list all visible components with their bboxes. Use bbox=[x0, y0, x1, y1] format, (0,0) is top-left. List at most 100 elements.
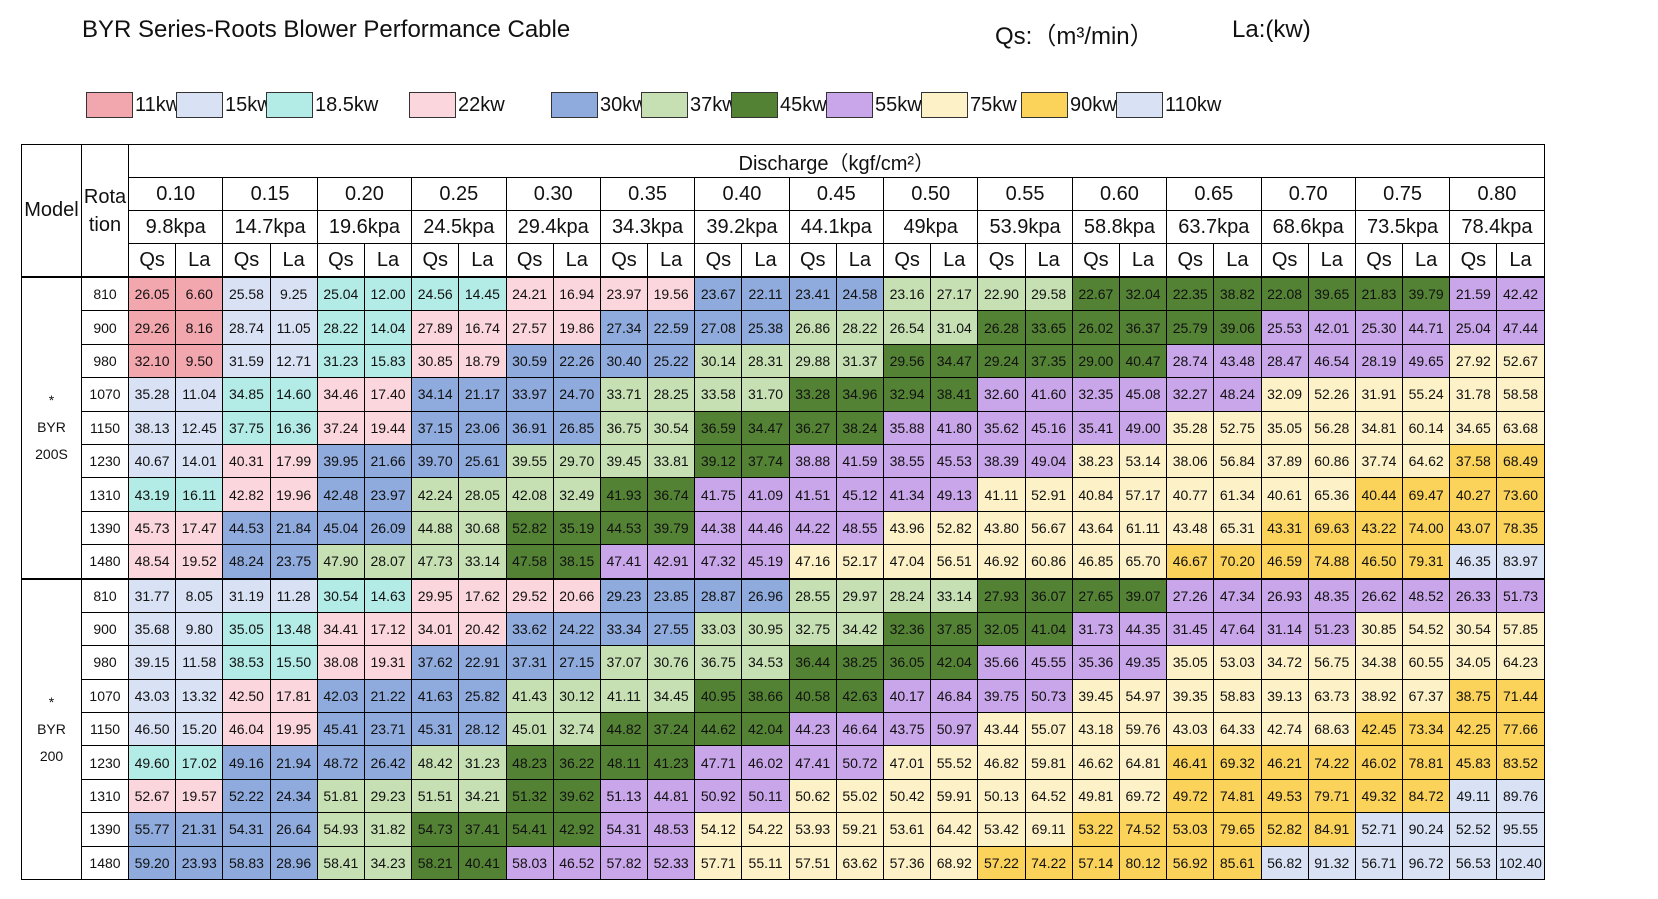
qs-cell: 32.09 bbox=[1260, 377, 1309, 412]
la-cell: 43.48 bbox=[1213, 343, 1262, 379]
qs-cell: 58.83 bbox=[222, 845, 271, 881]
la-cell: 54.52 bbox=[1402, 611, 1451, 647]
qs-cell: 37.75 bbox=[222, 410, 271, 445]
qs-cell: 43.31 bbox=[1260, 510, 1309, 546]
la-cell: 17.47 bbox=[175, 510, 224, 546]
la-cell: 26.85 bbox=[552, 410, 601, 445]
qs-cell: 39.70 bbox=[411, 443, 460, 479]
la-cell: 22.26 bbox=[552, 343, 601, 379]
qs-cell: 43.96 bbox=[882, 510, 932, 546]
qs-cell: 29.88 bbox=[788, 343, 837, 379]
qs-cell: 41.43 bbox=[505, 678, 554, 714]
la-cell: 50.11 bbox=[741, 778, 790, 814]
model-name: * BYR 200 bbox=[21, 577, 82, 881]
qs-col-header: Qs bbox=[882, 243, 932, 278]
la-cell: 29.23 bbox=[363, 778, 413, 814]
qs-cell: 35.66 bbox=[977, 645, 1026, 680]
la-cell: 25.61 bbox=[458, 443, 507, 479]
qs-col-header: Qs bbox=[694, 243, 743, 278]
la-cell: 45.08 bbox=[1118, 377, 1168, 412]
la-cell: 74.52 bbox=[1118, 812, 1168, 847]
qs-cell: 37.74 bbox=[1354, 443, 1404, 479]
qs-cell: 58.21 bbox=[411, 845, 460, 881]
pressure-kgf: 0.60 bbox=[1071, 177, 1168, 211]
qs-col-header: Qs bbox=[1354, 243, 1404, 278]
qs-cell: 40.44 bbox=[1354, 477, 1404, 512]
la-col-header: La bbox=[741, 243, 790, 278]
la-cell: 41.60 bbox=[1024, 377, 1073, 412]
qs-col-header: Qs bbox=[1260, 243, 1309, 278]
qs-cell: 40.95 bbox=[694, 678, 743, 714]
qs-col-header: Qs bbox=[505, 243, 554, 278]
la-cell: 69.32 bbox=[1213, 745, 1262, 780]
la-cell: 40.41 bbox=[458, 845, 507, 881]
qs-units-label: Qs:（m³/min） bbox=[995, 23, 1154, 50]
table-row: 900 29.26 8.16 28.74 11.05 28.22 14.04 27.89 16.… bbox=[22, 310, 1545, 345]
qs-cell: 49.32 bbox=[1354, 778, 1404, 814]
la-cell: 84.72 bbox=[1402, 778, 1451, 814]
qs-cell: 48.24 bbox=[222, 544, 271, 580]
qs-cell: 28.74 bbox=[222, 310, 271, 345]
qs-cell: 30.40 bbox=[599, 343, 649, 379]
qs-cell: 25.58 bbox=[222, 276, 271, 312]
la-cell: 14.45 bbox=[458, 276, 507, 312]
la-cell: 33.81 bbox=[647, 443, 696, 479]
la-cell: 34.47 bbox=[741, 410, 790, 445]
la-col-header: La bbox=[1213, 243, 1262, 278]
qs-cell: 54.12 bbox=[694, 812, 743, 847]
qs-cell: 57.82 bbox=[599, 845, 649, 881]
la-cell: 68.49 bbox=[1496, 443, 1545, 479]
legend-swatch bbox=[409, 92, 456, 118]
la-cell: 22.11 bbox=[741, 276, 790, 312]
qs-cell: 45.41 bbox=[316, 712, 365, 747]
la-cell: 60.55 bbox=[1402, 645, 1451, 680]
qs-cell: 46.50 bbox=[127, 712, 177, 747]
rotation-speed: 1150 bbox=[81, 410, 129, 445]
qs-cell: 41.11 bbox=[599, 678, 649, 714]
qs-cell: 46.41 bbox=[1166, 745, 1215, 780]
la-cell: 32.04 bbox=[1118, 276, 1168, 312]
la-cell: 36.07 bbox=[1024, 577, 1073, 613]
qs-col-header: Qs bbox=[599, 243, 649, 278]
qs-cell: 26.93 bbox=[1260, 577, 1309, 613]
la-cell: 50.73 bbox=[1024, 678, 1073, 714]
la-cell: 38.66 bbox=[741, 678, 790, 714]
la-cell: 23.93 bbox=[175, 845, 224, 881]
la-cell: 46.64 bbox=[835, 712, 885, 747]
la-cell: 90.24 bbox=[1402, 812, 1451, 847]
la-cell: 36.37 bbox=[1118, 310, 1168, 345]
la-cell: 74.88 bbox=[1307, 544, 1356, 580]
qs-cell: 43.64 bbox=[1071, 510, 1120, 546]
qs-col-header: Qs bbox=[222, 243, 271, 278]
la-cell: 27.55 bbox=[647, 611, 696, 647]
la-cell: 27.15 bbox=[552, 645, 601, 680]
la-cell: 85.61 bbox=[1213, 845, 1262, 881]
qs-cell: 26.86 bbox=[788, 310, 837, 345]
qs-cell: 29.95 bbox=[411, 577, 460, 613]
la-cell: 23.75 bbox=[269, 544, 318, 580]
la-cell: 14.04 bbox=[363, 310, 413, 345]
la-cell: 42.42 bbox=[1496, 276, 1545, 312]
la-cell: 25.38 bbox=[741, 310, 790, 345]
discharge-header: Discharge（kgf/cm²） bbox=[128, 144, 1545, 178]
qs-cell: 46.02 bbox=[1354, 745, 1404, 780]
la-col-header: La bbox=[269, 243, 318, 278]
qs-col-header: Qs bbox=[1071, 243, 1120, 278]
qs-cell: 32.60 bbox=[977, 377, 1026, 412]
la-cell: 17.12 bbox=[363, 611, 413, 647]
la-cell: 14.01 bbox=[175, 443, 224, 479]
la-cell: 41.04 bbox=[1024, 611, 1073, 647]
la-cell: 25.82 bbox=[458, 678, 507, 714]
qs-cell: 52.71 bbox=[1354, 812, 1404, 847]
la-cell: 28.31 bbox=[741, 343, 790, 379]
qs-cell: 41.34 bbox=[882, 477, 932, 512]
qs-cell: 26.54 bbox=[882, 310, 932, 345]
la-cell: 53.14 bbox=[1118, 443, 1168, 479]
qs-cell: 42.24 bbox=[411, 477, 460, 512]
pressure-kgf: 0.70 bbox=[1260, 177, 1356, 211]
la-cell: 52.26 bbox=[1307, 377, 1356, 412]
legend-label: 30kw bbox=[600, 94, 647, 116]
pressure-kgf: 0.75 bbox=[1354, 177, 1451, 211]
qs-cell: 50.92 bbox=[694, 778, 743, 814]
la-cell: 24.70 bbox=[552, 377, 601, 412]
